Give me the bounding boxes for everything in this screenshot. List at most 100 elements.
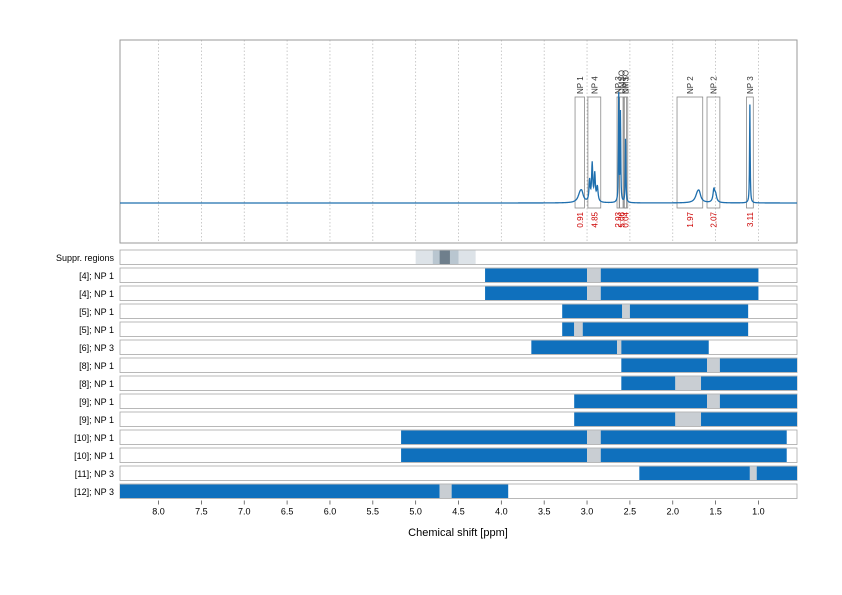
integral-value: 1.97	[686, 211, 695, 227]
suppressed-segment	[587, 286, 601, 300]
range-segment	[600, 286, 759, 300]
suppressed-segment	[749, 466, 757, 480]
range-segment	[562, 304, 623, 318]
integral-region-label: DMSO	[621, 70, 630, 94]
range-segment	[120, 484, 440, 498]
row-label: [4]; NP 1	[79, 271, 114, 281]
integral-region-box	[676, 96, 704, 209]
suppressed-segment	[587, 268, 601, 282]
integral-region-label: NP 3	[614, 76, 623, 94]
spectrum-line	[120, 92, 797, 204]
integral-value: 5.06	[617, 211, 626, 227]
range-segment	[639, 466, 750, 480]
range-segment	[401, 448, 588, 462]
integral-region-box	[706, 96, 721, 209]
integral-region-box	[587, 96, 602, 209]
integral-region-label: NP 1	[576, 76, 585, 94]
integral-value: 4.85	[590, 211, 599, 227]
range-segment	[574, 394, 708, 408]
range-segment	[756, 466, 797, 480]
x-tick-label: 6.5	[281, 507, 294, 517]
spectrum-layer	[120, 92, 797, 204]
x-tick-label: 4.0	[495, 507, 508, 517]
integral-region-box	[623, 96, 629, 209]
range-segment	[451, 484, 509, 498]
x-tick-label: 6.0	[324, 507, 337, 517]
row-label: [4]; NP 1	[79, 289, 114, 299]
x-tick-label: 5.0	[409, 507, 422, 517]
range-segment	[574, 412, 676, 426]
x-tick-label: 2.5	[624, 507, 637, 517]
row-label: [10]; NP 1	[74, 451, 114, 461]
range-segment	[719, 394, 797, 408]
range-segment	[621, 358, 708, 372]
range-segment	[629, 304, 749, 318]
row-label: [11]; NP 3	[75, 469, 114, 479]
row-label: [5]; NP 1	[79, 307, 114, 317]
range-segment	[531, 340, 618, 354]
x-tick-label: 4.5	[452, 507, 465, 517]
integral-region-label: NP 2	[709, 76, 718, 94]
range-segment	[600, 430, 787, 444]
integral-region-label: NP 4	[590, 76, 599, 94]
integral-region-label: NP 2	[686, 76, 695, 94]
range-segment	[701, 412, 797, 426]
row-label: [9]; NP 1	[79, 415, 114, 425]
x-tick-label: 3.5	[538, 507, 551, 517]
integral-value: 2.07	[709, 211, 718, 227]
row-label: [8]; NP 1	[79, 361, 114, 371]
range-segment	[582, 322, 749, 336]
range-segment	[485, 286, 588, 300]
integral-value: 2.93	[614, 211, 623, 227]
suppressed-segment	[439, 484, 452, 498]
range-segment	[701, 376, 797, 390]
integral-region-box	[746, 96, 754, 209]
x-tick-label: 1.5	[709, 507, 722, 517]
range-rows: Suppr. regions [4]; NP 1 [4]; NP 1 [5]; NP …	[56, 249, 798, 499]
range-segment	[719, 358, 797, 372]
x-tick-label: 8.0	[152, 507, 165, 517]
x-axis: 8.0 7.5 7.0 6.5 6.0 5.5 5.0 4.5 4.0 3.5 3.0 2.5 2.0 1…	[152, 500, 765, 517]
suppressed-segment	[622, 304, 630, 318]
integral-value: 0.04	[621, 211, 630, 227]
range-segment	[600, 448, 787, 462]
x-tick-label: 1.0	[752, 507, 765, 517]
integral-region-label: NP 1	[622, 76, 631, 94]
row-label: [10]; NP 1	[74, 433, 114, 443]
x-tick-label: 3.0	[581, 507, 594, 517]
row-label: Suppr. regions	[56, 253, 115, 263]
x-tick-label: 7.5	[195, 507, 208, 517]
range-segment	[401, 430, 588, 444]
suppressed-segment	[617, 340, 622, 354]
integral-value: 0.91	[576, 211, 585, 227]
row-label: [8]; NP 1	[79, 379, 114, 389]
integral-value: 3.11	[746, 211, 755, 227]
row-label: [9]; NP 1	[79, 397, 114, 407]
x-tick-label: 5.5	[367, 507, 380, 517]
range-segment	[621, 376, 676, 390]
range-segment	[600, 268, 759, 282]
row-label: [12]; NP 3	[74, 487, 114, 497]
row-label: [6]; NP 3	[79, 343, 114, 353]
suppressed-segment	[675, 412, 702, 426]
suppressed-segment	[707, 394, 720, 408]
x-tick-label: 2.0	[666, 507, 679, 517]
spectrum-panel-frame	[119, 39, 798, 244]
suppressed-segment	[587, 430, 601, 444]
range-segment	[485, 268, 588, 282]
suppressed-segment	[574, 322, 583, 336]
integral-region-box	[574, 96, 585, 209]
row-label: [5]; NP 1	[79, 325, 114, 335]
grid-layer	[158, 40, 759, 243]
integral-region-label: DMSO	[617, 70, 626, 94]
suppressed-region-band	[439, 250, 450, 264]
suppressed-segment	[587, 448, 601, 462]
suppressed-segment	[707, 358, 720, 372]
integral-region-label: NP 3	[746, 76, 755, 94]
x-axis-label: Chemical shift [ppm]	[408, 527, 508, 539]
suppressed-segment	[675, 376, 702, 390]
range-segment	[621, 340, 709, 354]
x-tick-label: 7.0	[238, 507, 251, 517]
integral-regions: NP 1 0.91 NP 4 4.85 NP 3 2.93 DMSO 5.06 DMSO 0.04…	[574, 70, 755, 228]
